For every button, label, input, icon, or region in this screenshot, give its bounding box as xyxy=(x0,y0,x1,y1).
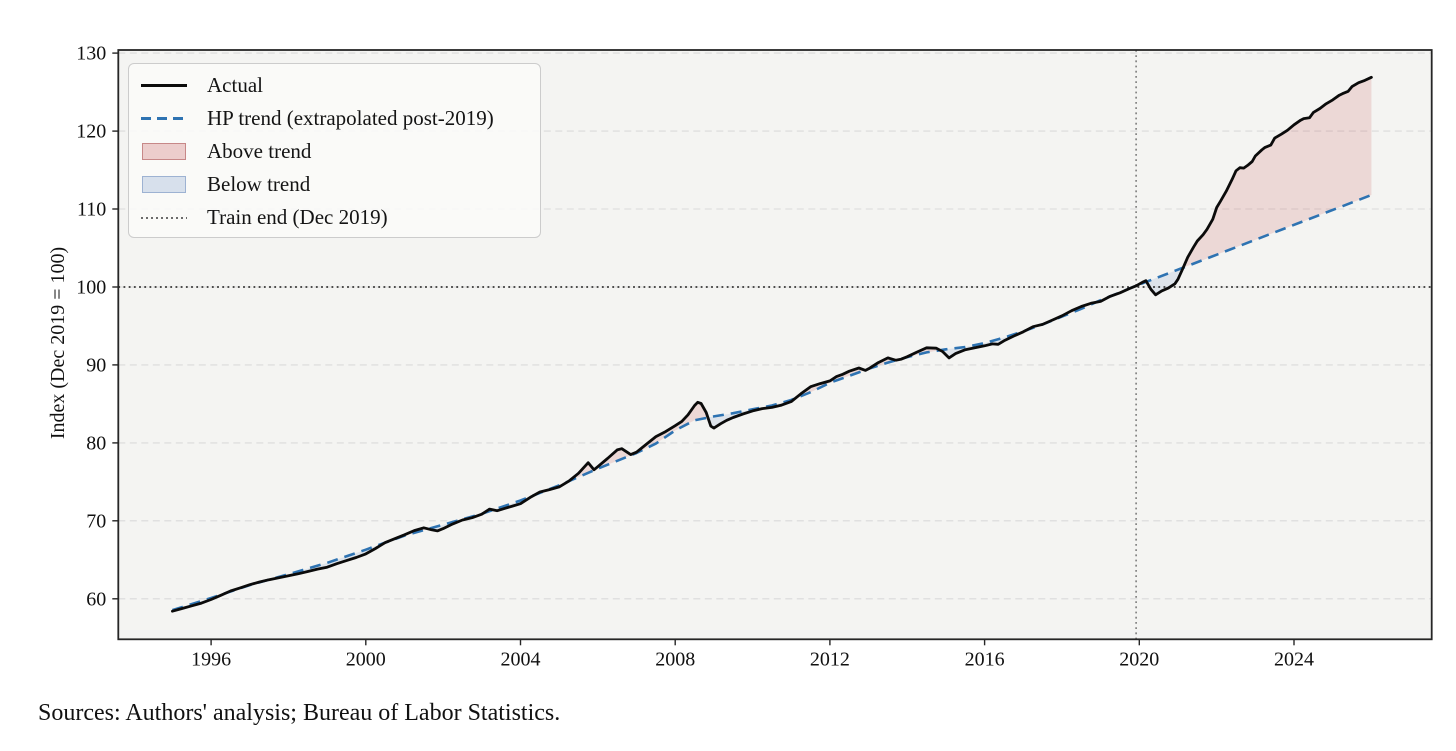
above-trend-patch-swatch xyxy=(141,143,187,160)
dotted-line-swatch xyxy=(141,216,187,219)
svg-text:60: 60 xyxy=(86,588,106,610)
actual-line xyxy=(171,75,1373,613)
svg-text:2020: 2020 xyxy=(1119,648,1159,670)
legend: Actual HP trend (extrapolated post-2019)… xyxy=(128,63,541,238)
y-axis-ticks: 60 70 80 90 100 110 120 130 xyxy=(76,43,119,610)
below-trend-patch-swatch xyxy=(141,176,187,193)
svg-text:1996: 1996 xyxy=(191,648,231,670)
svg-text:2000: 2000 xyxy=(346,648,386,670)
legend-item-actual: Actual xyxy=(129,69,540,102)
svg-text:130: 130 xyxy=(76,43,106,65)
x-axis-ticks: 1996 2000 2004 2008 2012 2016 2020 2024 xyxy=(191,639,1314,670)
legend-label: HP trend (extrapolated post-2019) xyxy=(207,106,494,130)
legend-label: Train end (Dec 2019) xyxy=(207,205,388,229)
svg-text:2008: 2008 xyxy=(655,648,695,670)
trend-dashed-line-swatch xyxy=(141,116,187,121)
y-gridlines xyxy=(118,52,1432,600)
svg-text:2024: 2024 xyxy=(1274,648,1314,670)
legend-label: Below trend xyxy=(207,172,311,196)
svg-text:70: 70 xyxy=(86,510,106,532)
svg-text:80: 80 xyxy=(86,432,106,454)
svg-text:110: 110 xyxy=(77,199,106,221)
legend-label: Above trend xyxy=(207,139,312,163)
legend-label: Actual xyxy=(207,73,263,97)
svg-text:90: 90 xyxy=(86,354,106,376)
svg-text:2016: 2016 xyxy=(965,648,1005,670)
source-note: Sources: Authors' analysis; Bureau of La… xyxy=(38,700,561,726)
legend-item-above-trend: Above trend xyxy=(129,135,540,168)
legend-item-train-end: Train end (Dec 2019) xyxy=(129,201,540,234)
legend-item-below-trend: Below trend xyxy=(129,168,540,201)
svg-text:2012: 2012 xyxy=(810,648,850,670)
svg-text:2004: 2004 xyxy=(501,648,541,670)
svg-text:100: 100 xyxy=(76,277,106,299)
svg-text:120: 120 xyxy=(76,121,106,143)
plot-border xyxy=(117,49,1433,641)
actual-line-swatch xyxy=(141,83,187,88)
legend-item-hp-trend: HP trend (extrapolated post-2019) xyxy=(129,102,540,135)
y-axis-label: Index (Dec 2019 = 100) xyxy=(47,246,69,440)
